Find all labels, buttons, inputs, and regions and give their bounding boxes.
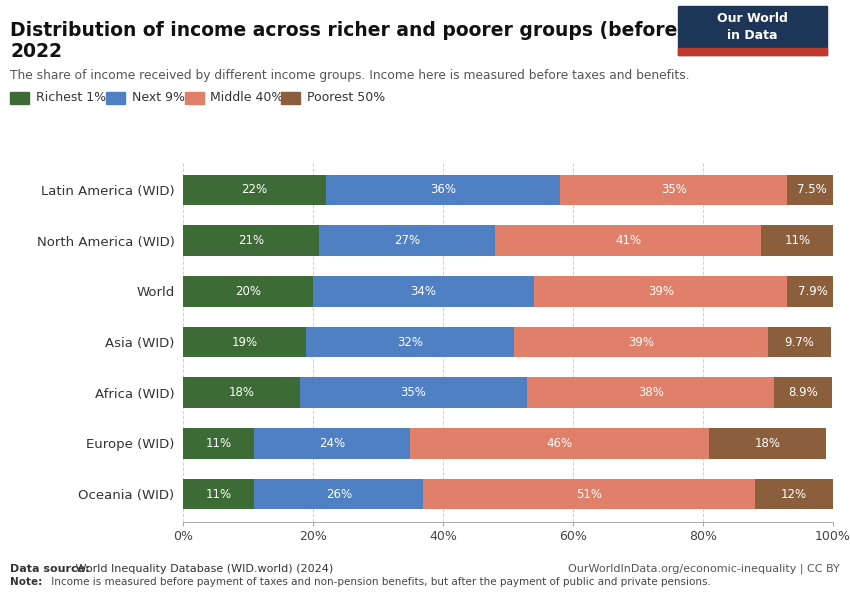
Text: 2022: 2022	[10, 42, 62, 61]
Text: 18%: 18%	[755, 437, 781, 450]
Bar	[514, 327, 768, 357]
Text: 51%: 51%	[576, 488, 602, 500]
Text: Middle 40%: Middle 40%	[211, 91, 284, 104]
Bar	[495, 226, 762, 256]
Text: 24%: 24%	[320, 437, 345, 450]
Bar	[768, 327, 831, 357]
Bar	[254, 479, 423, 509]
Bar	[183, 226, 320, 256]
Text: Our World
in Data: Our World in Data	[717, 12, 788, 42]
Text: 11%: 11%	[206, 488, 231, 500]
Bar	[183, 479, 254, 509]
Bar	[527, 377, 774, 408]
Text: 21%: 21%	[238, 234, 264, 247]
Text: 36%: 36%	[430, 184, 456, 196]
Bar	[254, 428, 411, 458]
Text: 11%: 11%	[206, 437, 231, 450]
Text: 26%: 26%	[326, 488, 352, 500]
Text: 9.7%: 9.7%	[785, 335, 814, 349]
Bar	[534, 276, 787, 307]
Text: Next 9%: Next 9%	[132, 91, 184, 104]
Bar	[183, 327, 306, 357]
Bar	[183, 377, 300, 408]
Text: 22%: 22%	[241, 184, 268, 196]
Bar	[710, 428, 826, 458]
Text: 39%: 39%	[648, 285, 674, 298]
Bar	[313, 276, 534, 307]
Text: OurWorldInData.org/economic-inequality | CC BY: OurWorldInData.org/economic-inequality |…	[568, 564, 840, 575]
Bar	[787, 175, 836, 205]
Bar	[755, 479, 833, 509]
Text: Data source:: Data source:	[10, 564, 90, 574]
Bar	[560, 175, 787, 205]
Bar	[183, 276, 313, 307]
Text: 38%: 38%	[638, 386, 664, 399]
Text: 35%: 35%	[400, 386, 427, 399]
Text: 7.9%: 7.9%	[798, 285, 828, 298]
Text: Distribution of income across richer and poorer groups (before tax),: Distribution of income across richer and…	[10, 21, 734, 40]
Text: Richest 1%: Richest 1%	[36, 91, 105, 104]
Text: 27%: 27%	[394, 234, 420, 247]
Bar	[774, 377, 832, 408]
Text: 32%: 32%	[397, 335, 423, 349]
Bar	[183, 428, 254, 458]
Text: 8.9%: 8.9%	[789, 386, 819, 399]
Text: Income is measured before payment of taxes and non-pension benefits, but after t: Income is measured before payment of tax…	[48, 577, 711, 587]
Text: 20%: 20%	[235, 285, 261, 298]
Text: 18%: 18%	[229, 386, 254, 399]
Text: 19%: 19%	[231, 335, 258, 349]
Bar	[423, 479, 755, 509]
Bar	[320, 226, 495, 256]
Text: 7.5%: 7.5%	[797, 184, 827, 196]
Text: 41%: 41%	[615, 234, 641, 247]
Text: 12%: 12%	[781, 488, 807, 500]
Text: Note:: Note:	[10, 577, 43, 587]
Bar	[306, 327, 514, 357]
Text: 11%: 11%	[785, 234, 810, 247]
Text: Poorest 50%: Poorest 50%	[307, 91, 385, 104]
Text: The share of income received by different income groups. Income here is measured: The share of income received by differen…	[10, 69, 690, 82]
Bar	[183, 175, 326, 205]
Text: 35%: 35%	[660, 184, 687, 196]
Bar	[787, 276, 839, 307]
Bar	[326, 175, 560, 205]
Text: 46%: 46%	[547, 437, 573, 450]
Text: 39%: 39%	[628, 335, 654, 349]
Bar	[411, 428, 710, 458]
Text: World Inequality Database (WID.world) (2024): World Inequality Database (WID.world) (2…	[72, 564, 333, 574]
Bar	[762, 226, 833, 256]
Text: 34%: 34%	[411, 285, 436, 298]
Bar	[300, 377, 527, 408]
